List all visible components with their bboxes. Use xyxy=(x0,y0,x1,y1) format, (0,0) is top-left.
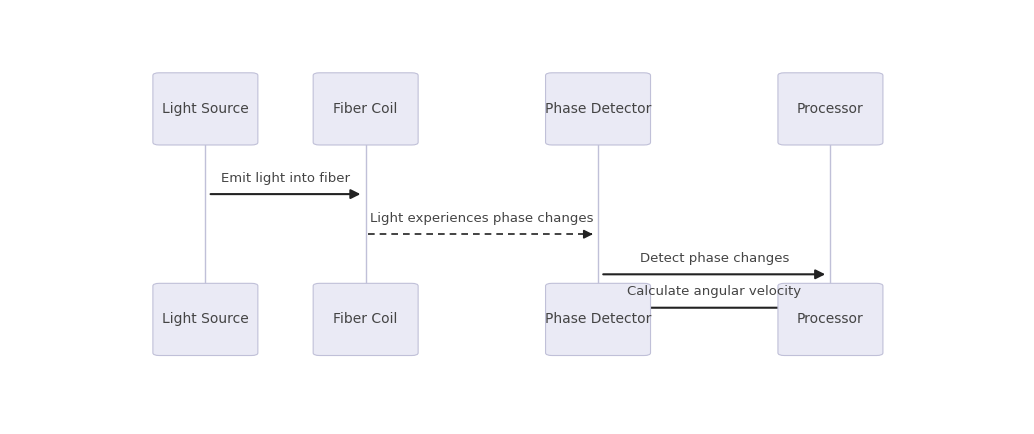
Text: Fiber Coil: Fiber Coil xyxy=(333,102,398,116)
Text: Phase Detector: Phase Detector xyxy=(545,312,651,326)
FancyBboxPatch shape xyxy=(778,283,883,355)
FancyBboxPatch shape xyxy=(778,73,883,145)
Text: Processor: Processor xyxy=(797,312,863,326)
FancyBboxPatch shape xyxy=(546,283,650,355)
FancyBboxPatch shape xyxy=(153,283,257,355)
FancyBboxPatch shape xyxy=(313,283,418,355)
FancyBboxPatch shape xyxy=(313,73,418,145)
Text: Light experiences phase changes: Light experiences phase changes xyxy=(370,212,594,225)
FancyBboxPatch shape xyxy=(546,73,650,145)
Text: Detect phase changes: Detect phase changes xyxy=(640,252,789,265)
Text: Processor: Processor xyxy=(797,102,863,116)
Text: Light Source: Light Source xyxy=(162,312,249,326)
Text: Light Source: Light Source xyxy=(162,102,249,116)
Text: Fiber Coil: Fiber Coil xyxy=(333,312,398,326)
Text: Calculate angular velocity: Calculate angular velocity xyxy=(628,286,801,298)
Text: Phase Detector: Phase Detector xyxy=(545,102,651,116)
Text: Emit light into fiber: Emit light into fiber xyxy=(221,172,351,185)
FancyBboxPatch shape xyxy=(153,73,257,145)
